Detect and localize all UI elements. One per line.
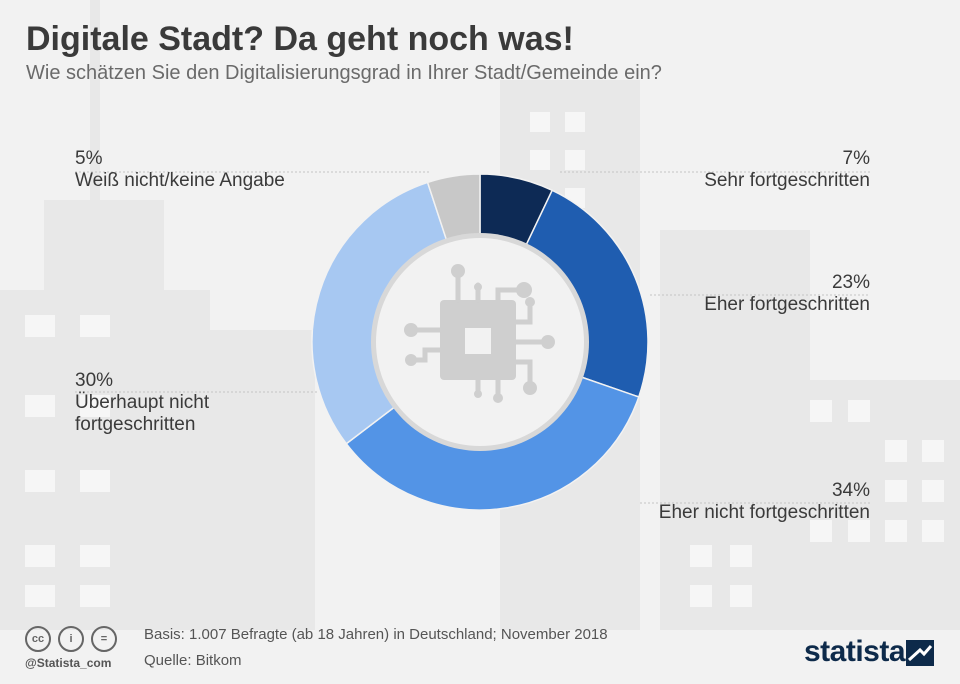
category-label: Eher nicht fortgeschritten — [658, 502, 870, 523]
category-label: Weiß nicht/keine Angabe — [75, 170, 285, 191]
cc-by-icon: i — [58, 626, 84, 652]
value-label: 30% — [75, 370, 114, 391]
leader-lines — [75, 171, 870, 504]
statista-handle: @Statista_com — [25, 656, 112, 670]
statista-logo-icon — [906, 640, 934, 666]
value-label: 23% — [831, 272, 870, 293]
chart-title: Digitale Stadt? Da geht noch was! — [26, 20, 574, 58]
category-label-line2: fortgeschritten — [75, 414, 196, 435]
value-label: 5% — [75, 148, 103, 169]
cc-nd-icon: = — [91, 626, 117, 652]
label-eher-fortgeschritten: 23% Eher fortgeschritten — [704, 272, 870, 316]
category-label: Sehr fortgeschritten — [704, 170, 870, 191]
statista-logo: statista — [804, 635, 906, 668]
value-label: 7% — [842, 148, 870, 169]
cc-license-icon: cc — [25, 626, 51, 652]
chip-icon — [404, 264, 555, 403]
label-eher-nicht-fortgeschritten: 34% Eher nicht fortgeschritten — [659, 480, 870, 524]
label-weiss-nicht: 5% Weiß nicht/keine Angabe — [75, 148, 285, 192]
category-label: Überhaupt nicht — [75, 392, 210, 413]
label-ueberhaupt-nicht-fortgeschritten: 30% Überhaupt nicht fortgeschritten — [75, 370, 209, 436]
footer-basis: Basis: 1.007 Befragte (ab 18 Jahren) in … — [144, 626, 608, 643]
chart-subtitle: Wie schätzen Sie den Digitalisierungsgra… — [26, 62, 662, 84]
footer-source: Quelle: Bitkom — [144, 652, 242, 669]
label-sehr-fortgeschritten: 7% Sehr fortgeschritten — [704, 148, 870, 192]
value-label: 34% — [831, 480, 870, 501]
category-label: Eher fortgeschritten — [704, 294, 870, 315]
